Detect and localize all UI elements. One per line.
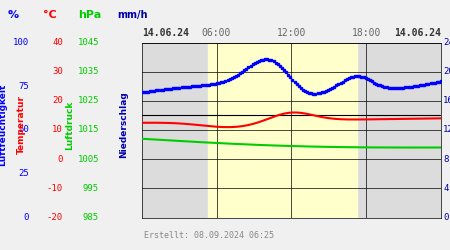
Text: %: %: [8, 10, 19, 20]
Text: 16: 16: [443, 96, 450, 105]
Text: -20: -20: [47, 213, 63, 222]
Text: 24: 24: [443, 38, 450, 47]
Text: 14.06.24: 14.06.24: [142, 28, 189, 38]
Text: Niederschlag: Niederschlag: [119, 92, 128, 158]
Text: 995: 995: [83, 184, 99, 193]
Text: Luftdruck: Luftdruck: [65, 100, 74, 150]
Text: 14.06.24: 14.06.24: [394, 28, 441, 38]
Text: 1035: 1035: [77, 67, 99, 76]
Text: 1045: 1045: [77, 38, 99, 47]
Text: 18:00: 18:00: [351, 28, 381, 38]
Text: 20: 20: [443, 67, 450, 76]
Text: 06:00: 06:00: [202, 28, 231, 38]
Text: 100: 100: [13, 38, 29, 47]
Text: 1005: 1005: [77, 155, 99, 164]
Bar: [207, 42, 357, 218]
Text: °C: °C: [43, 10, 56, 20]
Text: Temperatur: Temperatur: [17, 96, 26, 154]
Text: 0: 0: [58, 155, 63, 164]
Text: 40: 40: [52, 38, 63, 47]
Text: 8: 8: [443, 155, 449, 164]
Text: 1015: 1015: [77, 126, 99, 134]
Text: 12: 12: [443, 126, 450, 134]
Text: 20: 20: [52, 96, 63, 105]
Text: 25: 25: [18, 169, 29, 178]
Text: 0: 0: [443, 213, 449, 222]
Text: mm/h: mm/h: [117, 10, 148, 20]
Text: 10: 10: [52, 126, 63, 134]
Text: 1025: 1025: [77, 96, 99, 105]
Text: Erstellt: 08.09.2024 06:25: Erstellt: 08.09.2024 06:25: [144, 231, 274, 240]
Text: 4: 4: [443, 184, 449, 193]
Text: 985: 985: [83, 213, 99, 222]
Text: hPa: hPa: [78, 10, 102, 20]
Text: -10: -10: [47, 184, 63, 193]
Text: 12:00: 12:00: [277, 28, 306, 38]
Text: 0: 0: [24, 213, 29, 222]
Text: 30: 30: [52, 67, 63, 76]
Bar: [357, 42, 441, 218]
Text: 50: 50: [18, 126, 29, 134]
Text: Luftfeuchtigkeit: Luftfeuchtigkeit: [0, 84, 7, 166]
Bar: [142, 42, 207, 218]
Text: 75: 75: [18, 82, 29, 91]
